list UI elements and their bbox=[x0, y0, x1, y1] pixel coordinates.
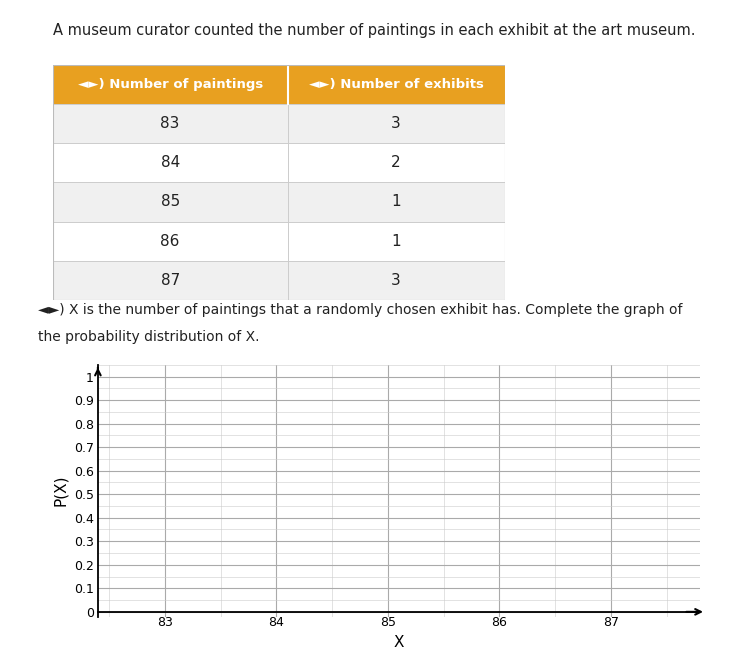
Text: 84: 84 bbox=[160, 155, 180, 170]
Text: ◄►) Number of exhibits: ◄►) Number of exhibits bbox=[309, 78, 483, 91]
FancyBboxPatch shape bbox=[53, 143, 505, 182]
FancyBboxPatch shape bbox=[53, 221, 505, 261]
Text: 83: 83 bbox=[160, 116, 180, 131]
X-axis label: X: X bbox=[394, 635, 404, 649]
FancyBboxPatch shape bbox=[53, 104, 505, 143]
Text: 87: 87 bbox=[160, 273, 180, 288]
Text: A museum curator counted the number of paintings in each exhibit at the art muse: A museum curator counted the number of p… bbox=[53, 23, 695, 38]
Text: 86: 86 bbox=[160, 234, 180, 249]
Text: 3: 3 bbox=[392, 273, 401, 288]
Text: 2: 2 bbox=[392, 155, 401, 170]
Text: ◄►) Number of paintings: ◄►) Number of paintings bbox=[78, 78, 263, 91]
Y-axis label: P(X): P(X) bbox=[53, 475, 69, 506]
Text: the probability distribution of X.: the probability distribution of X. bbox=[38, 330, 259, 345]
FancyBboxPatch shape bbox=[53, 65, 505, 104]
FancyBboxPatch shape bbox=[53, 261, 505, 300]
FancyBboxPatch shape bbox=[53, 182, 505, 221]
Text: 3: 3 bbox=[392, 116, 401, 131]
Text: ◄►) X is the number of paintings that a randomly chosen exhibit has. Complete th: ◄►) X is the number of paintings that a … bbox=[38, 303, 682, 317]
Text: 1: 1 bbox=[392, 195, 401, 210]
Text: 85: 85 bbox=[160, 195, 180, 210]
Text: 1: 1 bbox=[392, 234, 401, 249]
